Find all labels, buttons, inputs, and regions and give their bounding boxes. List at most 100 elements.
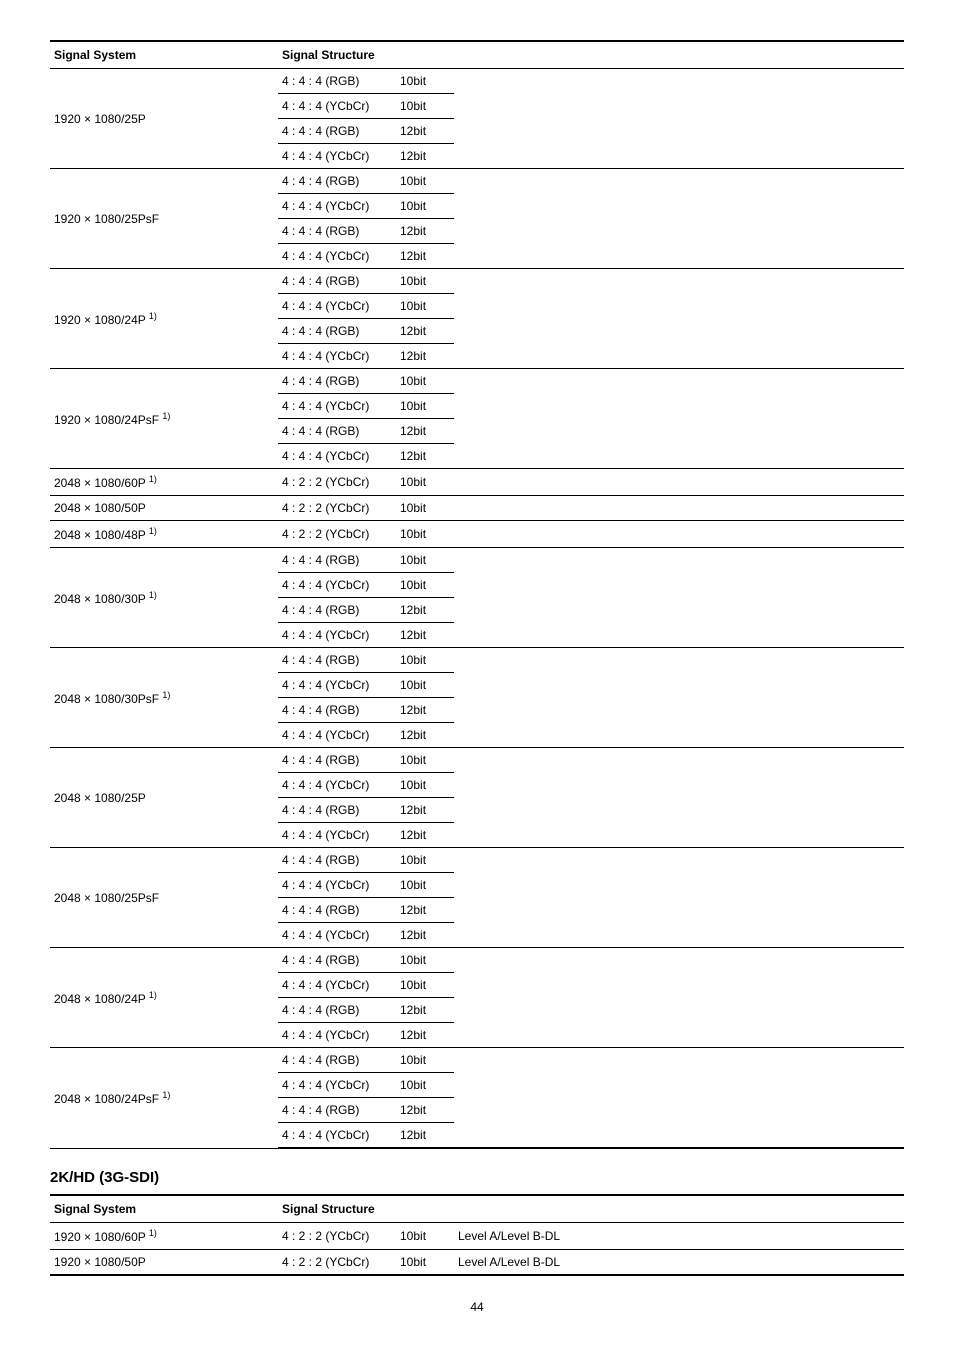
signal-structure-cell: 4 : 4 : 4 (RGB) [278,598,396,623]
empty-cell [454,1073,904,1098]
col-header-structure: Signal Structure [278,1195,904,1223]
table-row: 2048 × 1080/30P 1)4 : 4 : 4 (RGB)10bit [50,548,904,573]
signal-structure-cell: 4 : 4 : 4 (RGB) [278,698,396,723]
empty-cell [454,923,904,948]
empty-cell [454,998,904,1023]
empty-cell [454,144,904,169]
bit-depth-cell: 10bit [396,573,454,598]
empty-cell [454,798,904,823]
signal-system-cell: 2048 × 1080/30PsF 1) [50,648,278,748]
bit-depth-cell: 12bit [396,1123,454,1149]
bit-depth-cell: 10bit [396,1073,454,1098]
signal-system-cell: 1920 × 1080/60P 1) [50,1223,278,1250]
table-row: 1920 × 1080/60P 1)4 : 2 : 2 (YCbCr)10bit… [50,1223,904,1250]
empty-cell [454,269,904,294]
table-row: 2048 × 1080/48P 1)4 : 2 : 2 (YCbCr)10bit [50,521,904,548]
empty-cell [454,548,904,573]
signal-structure-cell: 4 : 4 : 4 (RGB) [278,69,396,94]
bit-depth-cell: 12bit [396,698,454,723]
table-row: 2048 × 1080/25P4 : 4 : 4 (RGB)10bit [50,748,904,773]
table-row: 1920 × 1080/25P4 : 4 : 4 (RGB)10bit [50,69,904,94]
signal-system-cell: 1920 × 1080/50P [50,1250,278,1276]
signal-structure-cell: 4 : 4 : 4 (YCbCr) [278,144,396,169]
bit-depth-cell: 10bit [396,1048,454,1073]
signal-system-cell: 1920 × 1080/25PsF [50,169,278,269]
table-row: 1920 × 1080/25PsF4 : 4 : 4 (RGB)10bit [50,169,904,194]
empty-cell [454,169,904,194]
signal-structure-cell: 4 : 2 : 2 (YCbCr) [278,1250,396,1276]
level-cell: Level A/Level B-DL [454,1223,904,1250]
empty-cell [454,748,904,773]
empty-cell [454,444,904,469]
table-row: 2048 × 1080/60P 1)4 : 2 : 2 (YCbCr)10bit [50,469,904,496]
bit-depth-cell: 10bit [396,773,454,798]
bit-depth-cell: 12bit [396,119,454,144]
empty-cell [454,119,904,144]
signal-structure-cell: 4 : 4 : 4 (RGB) [278,848,396,873]
signal-system-cell: 2048 × 1080/48P 1) [50,521,278,548]
table-row: 2048 × 1080/30PsF 1)4 : 4 : 4 (RGB)10bit [50,648,904,673]
signal-system-cell: 1920 × 1080/24P 1) [50,269,278,369]
signal-structure-cell: 4 : 4 : 4 (RGB) [278,648,396,673]
bit-depth-cell: 10bit [396,521,454,548]
empty-cell [454,69,904,94]
signal-system-cell: 1920 × 1080/24PsF 1) [50,369,278,469]
empty-cell [454,723,904,748]
table-row: 2048 × 1080/50P4 : 2 : 2 (YCbCr)10bit [50,496,904,521]
signal-structure-cell: 4 : 4 : 4 (RGB) [278,798,396,823]
bit-depth-cell: 12bit [396,419,454,444]
signal-structure-cell: 4 : 2 : 2 (YCbCr) [278,521,396,548]
bit-depth-cell: 12bit [396,823,454,848]
signal-structure-cell: 4 : 4 : 4 (YCbCr) [278,973,396,998]
bit-depth-cell: 10bit [396,548,454,573]
bit-depth-cell: 12bit [396,998,454,1023]
empty-cell [454,94,904,119]
bit-depth-cell: 10bit [396,94,454,119]
signal-structure-cell: 4 : 4 : 4 (YCbCr) [278,1123,396,1149]
empty-cell [454,598,904,623]
empty-cell [454,573,904,598]
bit-depth-cell: 12bit [396,1023,454,1048]
empty-cell [454,521,904,548]
signal-structure-cell: 4 : 4 : 4 (YCbCr) [278,294,396,319]
empty-cell [454,496,904,521]
bit-depth-cell: 12bit [396,723,454,748]
signal-structure-cell: 4 : 4 : 4 (YCbCr) [278,923,396,948]
bit-depth-cell: 10bit [396,648,454,673]
empty-cell [454,673,904,698]
bit-depth-cell: 12bit [396,898,454,923]
signal-structure-cell: 4 : 4 : 4 (YCbCr) [278,873,396,898]
signal-structure-cell: 4 : 4 : 4 (RGB) [278,1048,396,1073]
empty-cell [454,344,904,369]
bit-depth-cell: 10bit [396,394,454,419]
signal-structure-cell: 4 : 4 : 4 (RGB) [278,1098,396,1123]
bit-depth-cell: 10bit [396,1223,454,1250]
bit-depth-cell: 10bit [396,496,454,521]
page-number: 44 [50,1300,904,1314]
empty-cell [454,1023,904,1048]
signal-system-cell: 2048 × 1080/25PsF [50,848,278,948]
signal-system-cell: 2048 × 1080/25P [50,748,278,848]
signal-structure-cell: 4 : 4 : 4 (YCbCr) [278,823,396,848]
signal-structure-cell: 4 : 4 : 4 (RGB) [278,898,396,923]
bit-depth-cell: 12bit [396,319,454,344]
bit-depth-cell: 10bit [396,948,454,973]
signal-structure-cell: 4 : 4 : 4 (RGB) [278,419,396,444]
bit-depth-cell: 12bit [396,444,454,469]
signal-structure-cell: 4 : 4 : 4 (YCbCr) [278,244,396,269]
signal-structure-cell: 4 : 4 : 4 (YCbCr) [278,344,396,369]
bit-depth-cell: 12bit [396,144,454,169]
bit-depth-cell: 10bit [396,294,454,319]
signal-structure-cell: 4 : 4 : 4 (YCbCr) [278,673,396,698]
signal-structure-cell: 4 : 4 : 4 (YCbCr) [278,1073,396,1098]
empty-cell [454,1123,904,1149]
empty-cell [454,698,904,723]
empty-cell [454,898,904,923]
empty-cell [454,319,904,344]
bit-depth-cell: 10bit [396,848,454,873]
signal-structure-cell: 4 : 4 : 4 (RGB) [278,119,396,144]
signal-structure-cell: 4 : 4 : 4 (YCbCr) [278,723,396,748]
bit-depth-cell: 12bit [396,598,454,623]
empty-cell [454,1098,904,1123]
bit-depth-cell: 10bit [396,1250,454,1276]
